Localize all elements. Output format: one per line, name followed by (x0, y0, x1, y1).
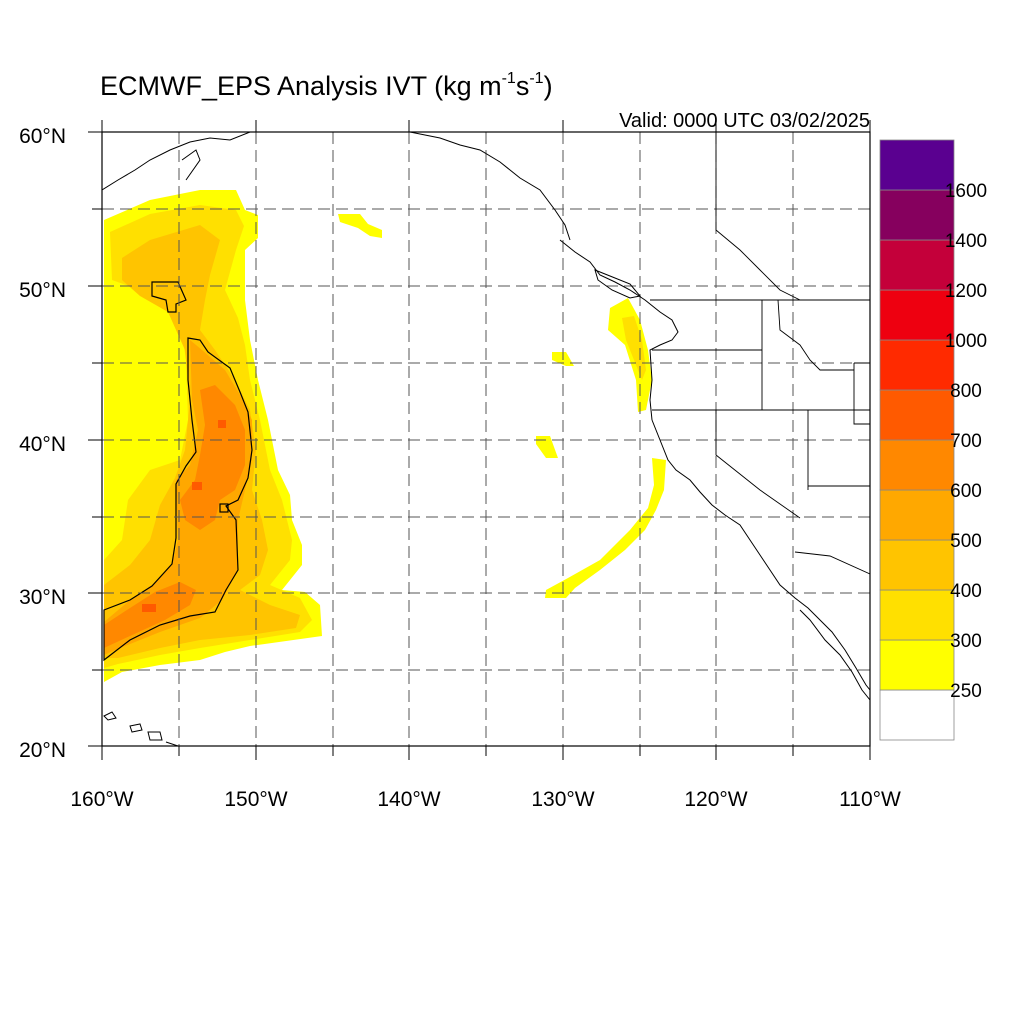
legend-swatch (879, 289, 955, 341)
title-text: ECMWF_EPS Analysis IVT (kg m (100, 71, 502, 101)
ivt-band-600 (180, 385, 245, 530)
lon-label: 110°W (839, 788, 901, 811)
legend-swatch (879, 139, 955, 191)
ivt-band-300-pnw (622, 316, 646, 380)
legend-label: 500 (950, 531, 982, 552)
title-close-paren: ) (543, 71, 553, 101)
lat-label: 40°N (19, 433, 66, 456)
legend-swatch (879, 639, 955, 691)
ivt-band-250-alaska (338, 214, 382, 238)
legend-label: 250 (950, 681, 982, 702)
legend-label: 700 (950, 431, 982, 452)
axis-ticks (88, 120, 871, 760)
legend-swatch (879, 439, 955, 491)
lon-label: 120°W (684, 788, 747, 811)
legend-swatch (879, 589, 955, 641)
color-legend: 250 300 400 500 600 700 800 1000 1200 1400 1600 (879, 139, 987, 741)
legend-swatch (879, 689, 955, 741)
coastlines (102, 132, 870, 746)
lat-axis-labels: 20°N 30°N 40°N 50°N 60°N (19, 125, 66, 762)
lon-label: 150°W (224, 788, 287, 811)
graticule (102, 132, 870, 746)
lon-label: 130°W (531, 788, 594, 811)
legend-label: 300 (950, 631, 982, 652)
lat-label: 30°N (19, 586, 66, 609)
lat-label: 20°N (19, 739, 66, 762)
ivt-shading (104, 190, 666, 682)
legend-label: 1200 (945, 281, 987, 302)
legend-label: 600 (950, 481, 982, 502)
legend-swatch (879, 539, 955, 591)
title-unit-s: s (515, 71, 530, 101)
ivt-max-cell (142, 604, 156, 612)
lat-label: 60°N (19, 125, 66, 148)
legend-swatch (879, 389, 955, 441)
map-title: ECMWF_EPS Analysis IVT (kg m-1s-1) (100, 70, 553, 102)
ivt-max-cell (218, 420, 226, 428)
lon-label: 140°W (377, 788, 440, 811)
legend-swatch (879, 239, 955, 291)
ivt-band-600b (104, 582, 196, 648)
legend-label: 400 (950, 581, 982, 602)
lon-axis-labels: 160°W 150°W 140°W 130°W 120°W 110°W (70, 788, 901, 811)
legend-label: 1600 (945, 181, 987, 202)
ivt-max-cell (192, 482, 202, 490)
legend-label: 1400 (945, 231, 987, 252)
lon-label: 160°W (70, 788, 133, 811)
valid-time-label: Valid: 0000 UTC 03/02/2025 (619, 110, 870, 132)
legend-swatch (879, 189, 955, 241)
legend-label: 1000 (945, 331, 987, 352)
ivt-band-250-pnw (608, 298, 652, 412)
title-exponent-1: -1 (501, 70, 516, 87)
lat-label: 50°N (19, 279, 66, 302)
title-exponent-2: -1 (529, 70, 544, 87)
legend-swatch (879, 489, 955, 541)
ivt-contour-500-north (151, 281, 187, 313)
legend-label: 800 (950, 381, 982, 402)
ivt-contour-500-spot (219, 503, 229, 513)
political-boundaries (650, 132, 870, 575)
legend-swatch (879, 339, 955, 391)
ivt-band-250-california (545, 458, 666, 598)
ivt-band-250-spot2 (536, 436, 558, 458)
